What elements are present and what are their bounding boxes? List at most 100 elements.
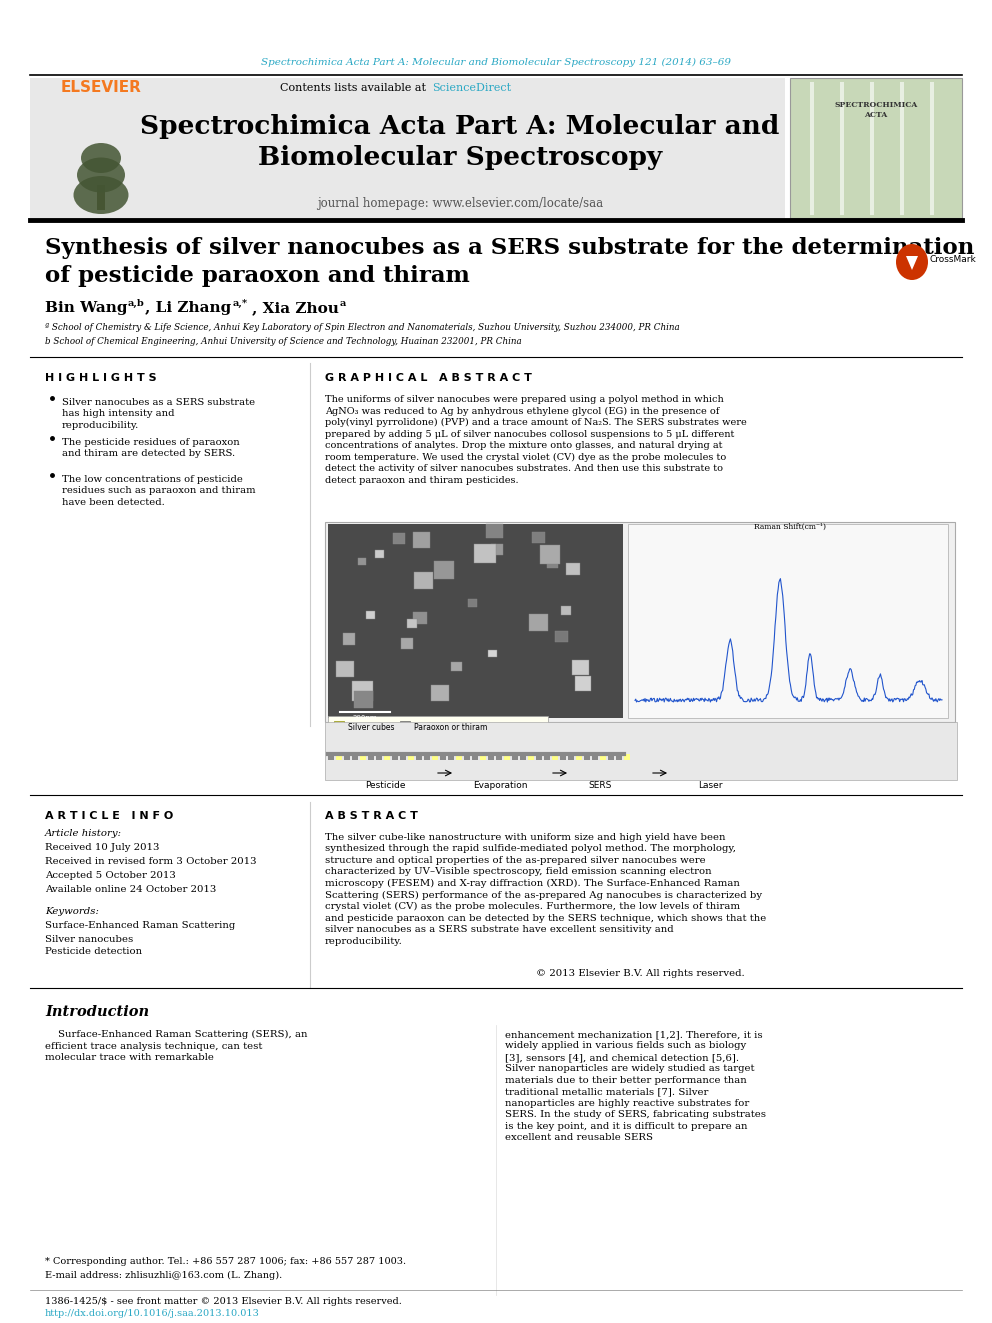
Text: SERS: SERS: [588, 782, 612, 791]
Bar: [592, 754, 598, 759]
Text: a,: a,: [233, 299, 243, 307]
Text: SPECTROCHIMICA
ACTA: SPECTROCHIMICA ACTA: [834, 102, 918, 119]
Bar: [504, 754, 510, 759]
Bar: [572, 660, 589, 676]
Bar: [416, 754, 422, 759]
Bar: [400, 754, 406, 759]
Bar: [568, 754, 574, 759]
Bar: [584, 754, 590, 759]
Text: A R T I C L E   I N F O: A R T I C L E I N F O: [45, 811, 174, 822]
Bar: [930, 82, 934, 216]
Polygon shape: [906, 255, 918, 270]
Text: a: a: [340, 299, 346, 307]
Bar: [448, 754, 454, 759]
Bar: [328, 524, 623, 718]
Text: Spectrochimica Acta Part A: Molecular and Biomolecular Spectroscopy 121 (2014) 6: Spectrochimica Acta Part A: Molecular an…: [261, 57, 731, 66]
Text: Silver nanocubes: Silver nanocubes: [45, 934, 133, 943]
Text: Pesticide detection: Pesticide detection: [45, 947, 142, 957]
Text: Surface-Enhanced Raman Scattering (SERS), an
efficient trace analysis technique,: Surface-Enhanced Raman Scattering (SERS)…: [45, 1031, 308, 1062]
Text: G R A P H I C A L   A B S T R A C T: G R A P H I C A L A B S T R A C T: [325, 373, 532, 382]
Bar: [451, 662, 462, 671]
Text: The pesticide residues of paraoxon
and thiram are detected by SERS.: The pesticide residues of paraoxon and t…: [62, 438, 240, 459]
Bar: [375, 550, 384, 558]
Text: Received 10 July 2013: Received 10 July 2013: [45, 843, 160, 852]
Bar: [432, 754, 438, 759]
Bar: [328, 716, 548, 736]
Bar: [574, 676, 591, 691]
Text: Spectrochimica Acta Part A: Molecular and
Biomolecular Spectroscopy: Spectrochimica Acta Part A: Molecular an…: [140, 114, 780, 169]
Bar: [576, 754, 582, 759]
Bar: [32, 79, 175, 216]
Bar: [325, 523, 955, 722]
Bar: [424, 754, 430, 759]
Bar: [512, 754, 518, 759]
Text: 1386-1425/$ - see front matter © 2013 Elsevier B.V. All rights reserved.: 1386-1425/$ - see front matter © 2013 El…: [45, 1298, 402, 1307]
Bar: [366, 611, 375, 619]
Bar: [368, 754, 374, 759]
Text: , Li Zhang: , Li Zhang: [145, 302, 231, 315]
Text: http://dx.doi.org/10.1016/j.saa.2013.10.013: http://dx.doi.org/10.1016/j.saa.2013.10.…: [45, 1310, 260, 1319]
Bar: [351, 681, 373, 701]
Text: Silver nanocubes as a SERS substrate
has high intensity and
reproducibility.: Silver nanocubes as a SERS substrate has…: [62, 398, 255, 430]
Text: © 2013 Elsevier B.V. All rights reserved.: © 2013 Elsevier B.V. All rights reserved…: [536, 970, 744, 979]
Text: journal homepage: www.elsevier.com/locate/saa: journal homepage: www.elsevier.com/locat…: [316, 197, 603, 210]
Bar: [544, 754, 550, 759]
Bar: [360, 754, 366, 759]
Text: The uniforms of silver nanocubes were prepared using a polyol method in which
Ag: The uniforms of silver nanocubes were pr…: [325, 396, 747, 484]
Text: Contents lists available at: Contents lists available at: [281, 83, 430, 93]
Bar: [536, 754, 542, 759]
Bar: [343, 634, 355, 644]
Bar: [400, 721, 410, 732]
Bar: [529, 614, 548, 631]
Bar: [566, 562, 580, 576]
Ellipse shape: [73, 176, 129, 214]
Bar: [357, 557, 366, 565]
Bar: [334, 721, 344, 732]
Text: The silver cube-like nanostructure with uniform size and high yield have been
sy: The silver cube-like nanostructure with …: [325, 833, 766, 946]
Bar: [344, 754, 350, 759]
Bar: [352, 754, 358, 759]
Text: A B S T R A C T: A B S T R A C T: [325, 811, 418, 822]
Text: Surface-Enhanced Raman Scattering: Surface-Enhanced Raman Scattering: [45, 922, 235, 930]
Bar: [561, 606, 571, 615]
Text: The low concentrations of pesticide
residues such as paraoxon and thiram
have be: The low concentrations of pesticide resi…: [62, 475, 256, 507]
Bar: [407, 619, 417, 627]
Bar: [790, 78, 962, 218]
Bar: [431, 685, 448, 701]
Bar: [560, 754, 566, 759]
Bar: [488, 754, 494, 759]
Text: a,b: a,b: [128, 299, 145, 307]
Bar: [468, 599, 476, 607]
Text: b School of Chemical Engineering, Anhui University of Science and Technology, Hu: b School of Chemical Engineering, Anhui …: [45, 337, 522, 347]
Bar: [408, 754, 414, 759]
Bar: [434, 561, 453, 579]
Text: Available online 24 October 2013: Available online 24 October 2013: [45, 885, 216, 893]
Text: ELSEVIER: ELSEVIER: [61, 81, 142, 95]
Bar: [394, 533, 406, 544]
Bar: [415, 572, 433, 589]
Bar: [540, 545, 560, 564]
Text: Bin Wang: Bin Wang: [45, 302, 128, 315]
Bar: [376, 754, 382, 759]
Text: Synthesis of silver nanocubes as a SERS substrate for the determination
of pesti: Synthesis of silver nanocubes as a SERS …: [45, 237, 974, 287]
Text: Pesticide: Pesticide: [365, 782, 406, 791]
Bar: [354, 691, 373, 708]
Text: H I G H L I G H T S: H I G H L I G H T S: [45, 373, 157, 382]
Text: Article history:: Article history:: [45, 828, 122, 837]
Bar: [810, 82, 814, 216]
Bar: [325, 722, 957, 781]
Text: CrossMark: CrossMark: [930, 255, 977, 265]
Bar: [474, 544, 496, 564]
Bar: [520, 754, 526, 759]
Bar: [401, 638, 414, 650]
Text: Silver cubes: Silver cubes: [348, 722, 395, 732]
Bar: [336, 754, 342, 759]
Bar: [600, 754, 606, 759]
Bar: [456, 754, 462, 759]
Text: Laser: Laser: [697, 782, 722, 791]
Bar: [532, 532, 545, 544]
Bar: [840, 82, 844, 216]
Bar: [548, 558, 558, 568]
Text: Paraoxon or thiram: Paraoxon or thiram: [414, 722, 487, 732]
Bar: [480, 754, 486, 759]
